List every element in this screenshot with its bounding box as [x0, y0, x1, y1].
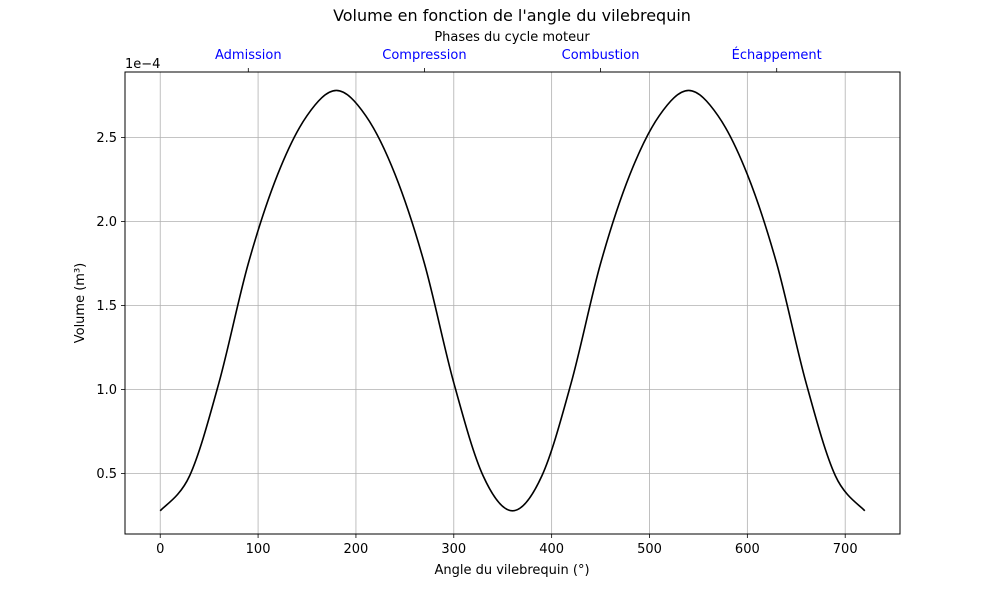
x-axis-label: Angle du vilebrequin (°)	[434, 563, 589, 578]
x-tick-label: 200	[344, 542, 369, 557]
y-tick-label: 2.0	[96, 215, 117, 230]
y-offset-label: 1e−4	[125, 57, 160, 72]
plot-frame	[124, 71, 901, 535]
top-tick-label: Admission	[215, 48, 282, 63]
x-tick-label: 0	[156, 542, 164, 557]
x-tick-label: 700	[833, 542, 858, 557]
top-tick-label: Échappement	[732, 47, 822, 63]
y-tick-label: 1.0	[96, 383, 117, 398]
y-tick-label: 2.5	[96, 131, 117, 146]
top-tick-label: Compression	[382, 48, 466, 63]
x-tick-label: 100	[246, 542, 271, 557]
top-axis-label: Phases du cycle moteur	[434, 30, 590, 45]
chart-title: Volume en fonction de l'angle du vilebre…	[333, 6, 691, 25]
x-tick-label: 500	[637, 542, 662, 557]
top-tick-label: Combustion	[562, 48, 640, 63]
x-tick-label: 400	[539, 542, 564, 557]
y-tick-label: 0.5	[96, 467, 117, 482]
x-tick-label: 300	[441, 542, 466, 557]
ticks-layer: 0 100 200 300 400 500 600 700 0.5 1.0 1.5 2.0 2.5 Adm…	[96, 47, 857, 557]
x-tick-label: 600	[735, 542, 760, 557]
grid-layer	[125, 72, 900, 534]
series-line	[159, 89, 866, 512]
y-tick-label: 1.5	[96, 299, 117, 314]
series-layer	[159, 89, 866, 512]
y-axis-label: Volume (m³)	[73, 263, 88, 344]
